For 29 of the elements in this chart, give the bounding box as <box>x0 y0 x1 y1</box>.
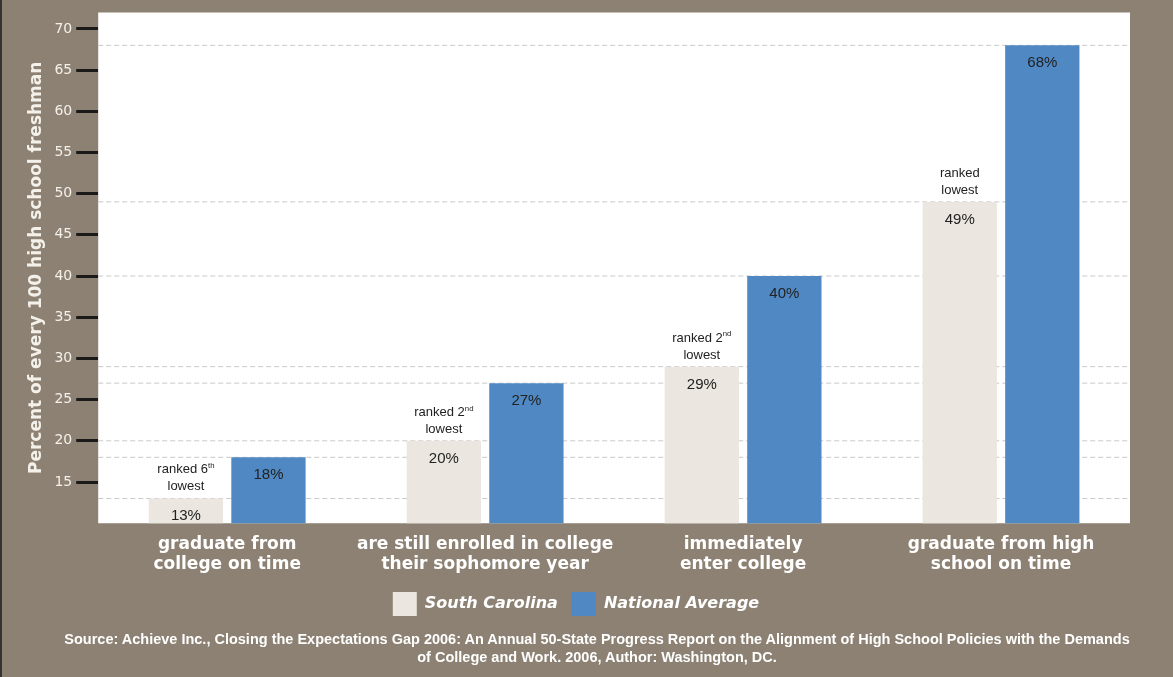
source-note: Source: Achieve Inc., Closing the Expectations Gap 2006: An Annual 50-State Progress Report on the Alignment of High School Policies with the Demands of College and Work. 2006, Author: Washington, DC. <box>63 630 1131 666</box>
y-tick-label: 45 <box>54 225 73 242</box>
y-tick-label: 25 <box>54 390 73 407</box>
y-tick-label: 65 <box>54 60 73 77</box>
legend-label: South Carolina <box>424 593 558 613</box>
y-tick-label: 20 <box>54 431 73 448</box>
x-tick-label: are still enrolled in college their sophomore year <box>356 532 614 574</box>
y-tick-label: 15 <box>54 472 73 489</box>
y-tick-label: 40 <box>54 266 73 283</box>
data-label: 40% <box>769 284 800 302</box>
y-tick-label: 55 <box>54 143 73 160</box>
legend-label: National Average <box>603 593 760 613</box>
data-label: 13% <box>170 506 201 524</box>
y-tick-label: 50 <box>54 184 73 201</box>
y-tick-label: 70 <box>54 19 73 36</box>
data-label: 29% <box>686 374 717 392</box>
x-tick-label: immediately enter college <box>679 532 807 574</box>
y-tick-label: 60 <box>54 101 73 118</box>
data-label: 27% <box>511 391 542 409</box>
data-label: 20% <box>428 448 459 466</box>
y-tick-label: 30 <box>54 349 73 366</box>
y-axis-title: Percent of every 100 high school freshman <box>24 61 45 474</box>
annotation: ranked lowest <box>939 164 980 197</box>
y-tick-label: 35 <box>54 307 73 324</box>
data-label: 18% <box>253 465 284 483</box>
x-tick-label: graduate from college on time <box>153 532 301 574</box>
data-label: 49% <box>944 209 975 227</box>
data-label: 68% <box>1027 53 1058 71</box>
x-tick-label: graduate from high school on time <box>907 532 1095 574</box>
